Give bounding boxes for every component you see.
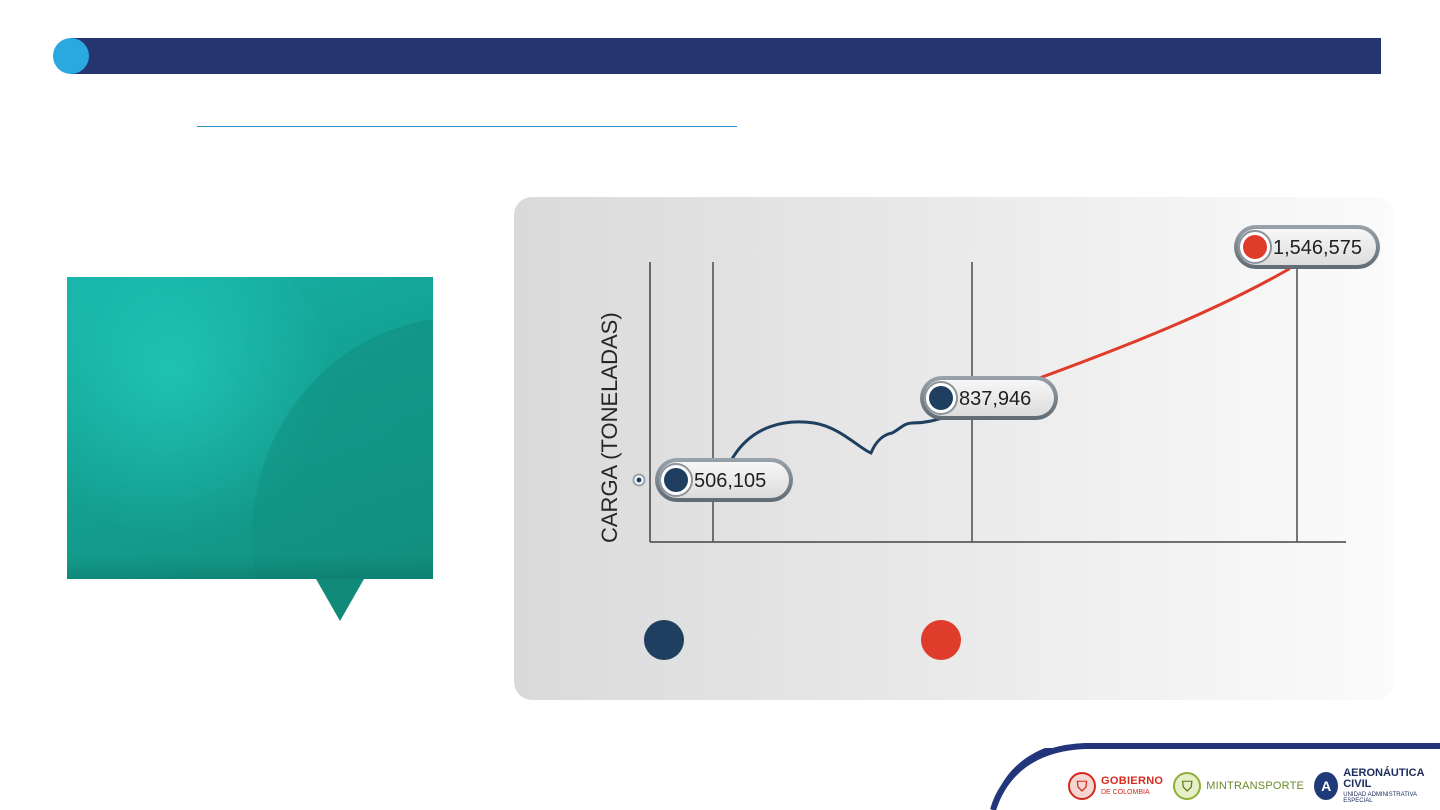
data-label-2-dot: [929, 386, 953, 410]
chart-card: 506,105 837,946 1,546,575 CARGA (TONELADAS…: [514, 197, 1394, 700]
series-2-line: [1032, 267, 1291, 382]
data-label-2-pill: [924, 380, 1054, 416]
cargo-chart: 506,105 837,946 1,546,575 CARGA (TONELADAS…: [597, 225, 1380, 660]
data-label-1-dot: [664, 468, 688, 492]
colombia-shield-icon: ⛉: [1068, 772, 1096, 800]
start-marker-core: [636, 477, 642, 483]
mintransporte-text: MINTRANSPORTE: [1206, 780, 1305, 792]
mintransporte-logo: ⛉ MINTRANSPORTE: [1173, 772, 1304, 800]
title-underline: [197, 126, 737, 127]
aeronautica-line2: UNIDAD ADMINISTRATIVA ESPECIAL: [1343, 792, 1417, 804]
data-label-1-text: 506,105: [694, 470, 766, 492]
data-label-3: 1,546,575: [1234, 225, 1380, 269]
legend-swatch-2: [921, 620, 961, 660]
gobierno-logo: ⛉ GOBIERNO DE COLOMBIA: [1068, 772, 1163, 800]
data-label-1: 506,105: [655, 458, 793, 502]
footer-logos: ⛉ GOBIERNO DE COLOMBIA ⛉ MINTRANSPORTE A…: [1068, 768, 1440, 804]
aeronautica-logo: A AERONÁUTICA CIVIL UNIDAD ADMINISTRATIV…: [1314, 768, 1440, 804]
header-bar: [70, 38, 1381, 74]
aeronautica-a-icon: A: [1314, 772, 1339, 800]
panel-bottom-band: [67, 555, 433, 579]
teal-callout-panel: [67, 277, 433, 579]
gobierno-line2: DE COLOMBIA: [1101, 789, 1150, 796]
data-label-3-pill: [1238, 229, 1376, 265]
data-label-2-text: 837,946: [959, 388, 1031, 410]
data-label-3-text: 1,546,575: [1273, 237, 1362, 259]
y-axis-label: CARGA (TONELADAS): [597, 312, 622, 543]
data-label-2: 837,946: [920, 376, 1058, 420]
aeronautica-line1: AERONÁUTICA CIVIL: [1343, 767, 1425, 790]
header-dot: [53, 38, 89, 74]
legend-swatch-1: [644, 620, 684, 660]
gobierno-line1: GOBIERNO: [1101, 775, 1164, 787]
data-label-1-pill: [659, 462, 789, 498]
callout-pointer: [316, 579, 364, 621]
series-1-line: [730, 413, 954, 461]
mintransporte-shield-icon: ⛉: [1173, 772, 1202, 800]
data-label-3-dot: [1243, 235, 1267, 259]
